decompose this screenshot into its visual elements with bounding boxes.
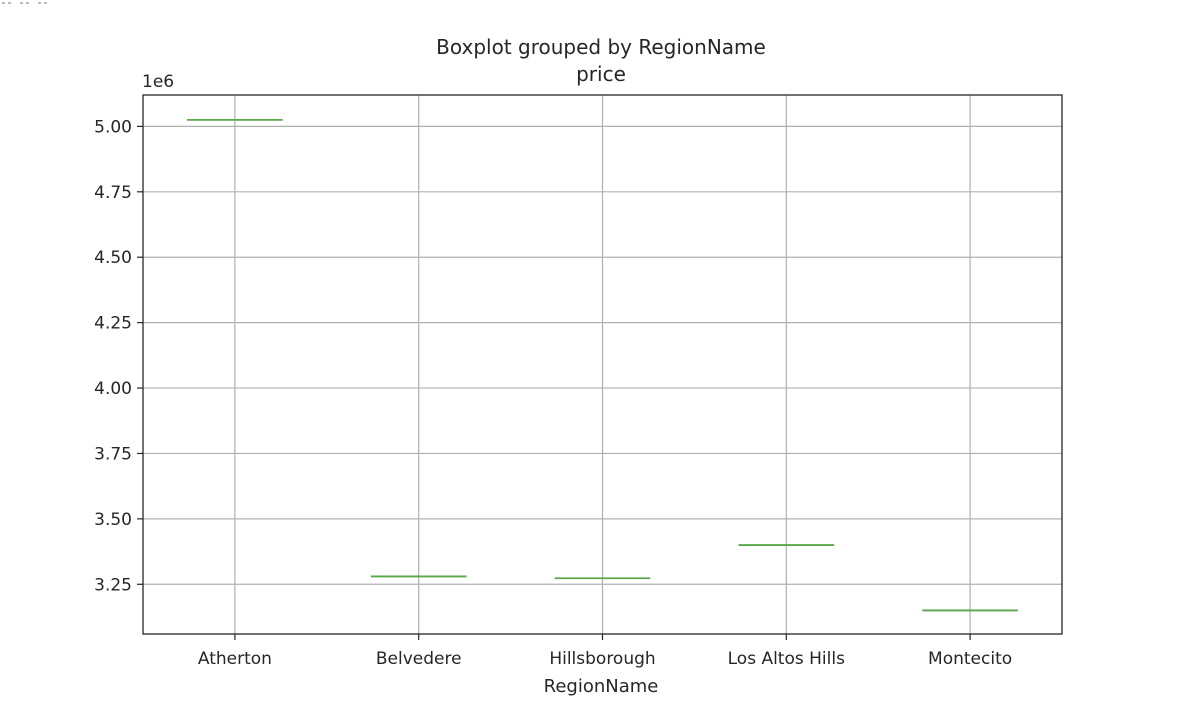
y-ticks: 3.25 3.50 3.75 4.00 4.25 4.50 4.75 5.00 bbox=[94, 117, 143, 595]
grid-layer bbox=[143, 95, 1062, 634]
y-tick-label: 4.00 bbox=[94, 379, 132, 399]
x-tick-label: Belvedere bbox=[376, 649, 462, 669]
y-tick-label: 4.50 bbox=[94, 248, 132, 268]
cropped-cell-output-fragment bbox=[2, 2, 48, 4]
x-ticks: Atherton Belvedere Hillsborough Los Altos H… bbox=[198, 634, 1012, 669]
y-tick-label: 3.50 bbox=[94, 510, 132, 530]
y-offset-label: 1e6 bbox=[142, 72, 174, 92]
y-tick-label: 3.75 bbox=[94, 444, 132, 464]
y-tick-label: 4.25 bbox=[94, 314, 132, 334]
x-tick-label: Montecito bbox=[928, 649, 1012, 669]
x-tick-label: Hillsborough bbox=[549, 649, 655, 669]
chart-subtitle: price bbox=[576, 62, 626, 86]
x-tick-label: Los Altos Hills bbox=[728, 649, 845, 669]
y-tick-label: 3.25 bbox=[94, 575, 132, 595]
chart-title: Boxplot grouped by RegionName bbox=[436, 35, 766, 59]
median-layer bbox=[187, 118, 1018, 612]
x-tick-label: Atherton bbox=[198, 649, 272, 669]
y-tick-label: 4.75 bbox=[94, 183, 132, 203]
x-axis-label: RegionName bbox=[544, 676, 659, 697]
y-tick-label: 5.00 bbox=[94, 117, 132, 137]
